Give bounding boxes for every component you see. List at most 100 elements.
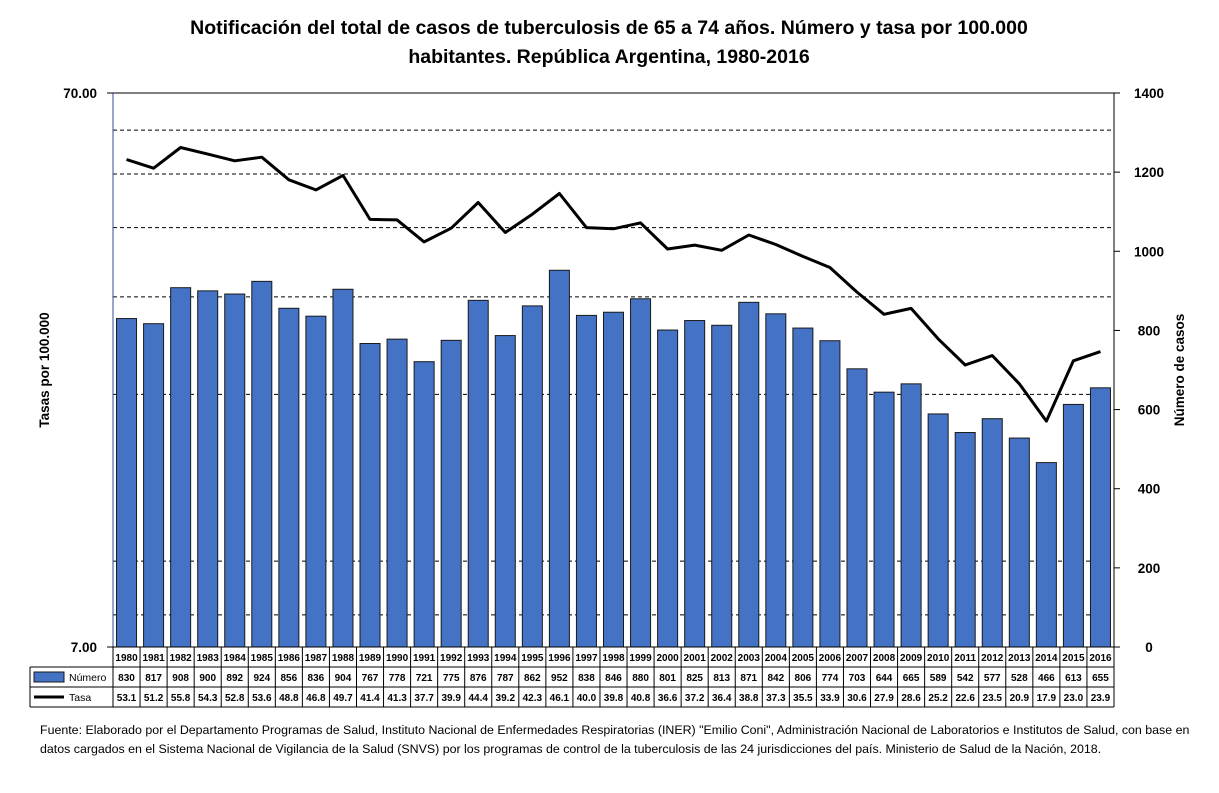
table-cell-tasa: 23.5 <box>983 693 1003 704</box>
y-right-tick-label: 0 <box>1145 640 1153 655</box>
chart-title-line2: habitantes. República Argentina, 1980-20… <box>408 46 809 68</box>
x-tick-label: 1988 <box>332 653 355 664</box>
bar <box>494 335 516 648</box>
table-cell-numero: 703 <box>849 673 866 684</box>
table-cell-tasa: 48.8 <box>279 693 299 704</box>
table-cell-numero: 613 <box>1065 673 1082 684</box>
x-tick-label: 2001 <box>684 653 707 664</box>
x-tick-label: 1984 <box>224 653 247 664</box>
bar <box>170 287 192 648</box>
y-right-tick-label: 400 <box>1138 482 1161 497</box>
bar <box>386 338 408 648</box>
legend-label-tasa: Tasa <box>69 692 91 704</box>
x-tick-label: 1992 <box>440 653 463 664</box>
table-cell-tasa: 37.7 <box>414 693 434 704</box>
bar <box>1062 403 1084 648</box>
table-cell-numero: 880 <box>632 673 649 684</box>
bar <box>738 301 760 648</box>
table-cell-tasa: 49.7 <box>333 693 353 704</box>
x-tick-label: 2015 <box>1062 653 1085 664</box>
bar <box>846 368 868 648</box>
x-tick-label: 1990 <box>386 653 409 664</box>
x-tick-label: 2013 <box>1008 653 1031 664</box>
table-cell-tasa: 39.2 <box>496 693 516 704</box>
table-cell-numero: 924 <box>253 673 270 684</box>
x-tick-label: 2003 <box>738 653 761 664</box>
x-tick-label: 1991 <box>413 653 436 664</box>
table-cell-numero: 836 <box>308 673 325 684</box>
table-cell-numero: 871 <box>740 673 757 684</box>
bar <box>224 293 246 648</box>
x-tick-label: 2014 <box>1035 653 1058 664</box>
bar <box>278 307 300 648</box>
bar <box>657 329 679 648</box>
bar <box>575 314 597 648</box>
x-tick-label: 1982 <box>170 653 193 664</box>
table-cell-numero: 801 <box>659 673 676 684</box>
x-tick-label: 1987 <box>305 653 328 664</box>
table-cell-tasa: 46.1 <box>550 693 570 704</box>
x-tick-label: 1986 <box>278 653 301 664</box>
table-cell-tasa: 22.6 <box>955 693 975 704</box>
bar <box>116 318 138 648</box>
table-cell-tasa: 39.9 <box>441 693 461 704</box>
x-tick-label: 2009 <box>900 653 923 664</box>
table-cell-numero: 577 <box>984 673 1001 684</box>
table-cell-numero: 589 <box>930 673 947 684</box>
x-tick-label: 1994 <box>494 653 517 664</box>
table-cell-numero: 813 <box>713 673 730 684</box>
y-left-tick-label: 70.00 <box>63 86 97 101</box>
table-cell-tasa: 35.5 <box>793 693 813 704</box>
bar <box>251 280 273 648</box>
y-axis-left-label: Tasas por 100.000 <box>37 312 52 427</box>
x-tick-label: 1989 <box>359 653 382 664</box>
bar <box>359 342 381 648</box>
x-tick-label: 2000 <box>656 653 679 664</box>
y-right-tick-label: 600 <box>1138 403 1161 418</box>
table-cell-tasa: 53.1 <box>117 693 137 704</box>
table-cell-numero: 806 <box>795 673 812 684</box>
table-cell-numero: 904 <box>335 673 352 684</box>
table-cell-numero: 842 <box>767 673 784 684</box>
bar <box>548 269 570 648</box>
bar <box>143 323 165 648</box>
table-cell-numero: 721 <box>416 673 433 684</box>
table-cell-numero: 876 <box>470 673 487 684</box>
bar <box>413 361 435 648</box>
bar <box>954 432 976 648</box>
bar <box>521 305 543 648</box>
table-cell-numero: 825 <box>686 673 703 684</box>
series-line-tasa <box>126 146 1101 423</box>
bar <box>602 311 625 648</box>
table-cell-numero: 817 <box>145 673 162 684</box>
x-tick-label: 2011 <box>954 653 976 664</box>
table-cell-tasa: 46.8 <box>306 693 326 704</box>
table-cell-tasa: 55.8 <box>171 693 191 704</box>
table-cell-numero: 767 <box>362 673 379 684</box>
bar <box>1089 387 1111 648</box>
bar <box>873 391 895 648</box>
bar <box>927 413 949 648</box>
x-tick-label: 2005 <box>792 653 815 664</box>
table-cell-tasa: 53.6 <box>252 693 272 704</box>
bar <box>684 320 706 648</box>
bar <box>765 313 787 648</box>
table-cell-tasa: 36.4 <box>712 693 732 704</box>
table-cell-numero: 787 <box>497 673 514 684</box>
table-cell-tasa: 52.8 <box>225 693 245 704</box>
table-cell-numero: 542 <box>957 673 974 684</box>
table-cell-numero: 952 <box>551 673 568 684</box>
table-cell-tasa: 42.3 <box>523 693 543 704</box>
table-cell-numero: 466 <box>1038 673 1055 684</box>
x-tick-label: 1981 <box>142 653 165 664</box>
x-tick-label: 2004 <box>765 653 788 664</box>
table-cell-tasa: 36.6 <box>658 693 678 704</box>
table-cell-tasa: 23.0 <box>1064 693 1084 704</box>
x-tick-label: 1985 <box>251 653 274 664</box>
table-cell-tasa: 37.2 <box>685 693 705 704</box>
y-right-tick-label: 1400 <box>1134 86 1164 101</box>
table-cell-numero: 665 <box>903 673 920 684</box>
bar <box>792 327 814 648</box>
